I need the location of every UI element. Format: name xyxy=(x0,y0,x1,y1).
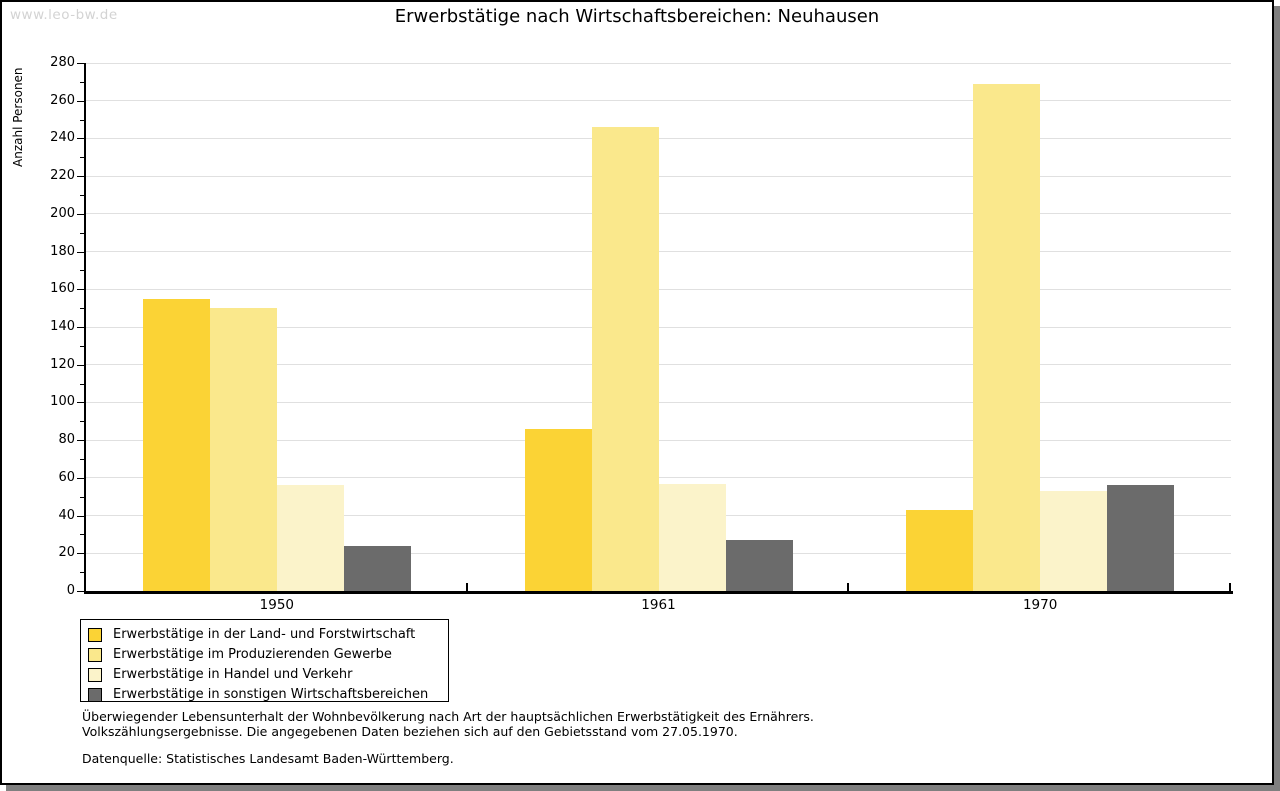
y-major-tick xyxy=(77,553,85,555)
y-major-tick xyxy=(77,251,85,253)
legend-label: Erwerbstätige in Handel und Verkehr xyxy=(113,667,353,682)
legend-label: Erwerbstätige in der Land- und Forstwirt… xyxy=(113,627,416,642)
y-major-tick xyxy=(77,402,85,404)
y-tick-label: 120 xyxy=(50,356,75,372)
y-minor-tick xyxy=(80,459,85,460)
y-minor-tick xyxy=(80,534,85,536)
x-boundary-tick xyxy=(847,583,850,591)
y-gridline xyxy=(86,175,1231,177)
legend-swatch xyxy=(88,647,102,662)
y-tick-label: 180 xyxy=(50,243,75,259)
y-tick-label: 200 xyxy=(50,205,75,221)
y-tick-label: 220 xyxy=(50,168,75,184)
y-minor-tick xyxy=(80,572,85,574)
y-tick-label: 0 xyxy=(66,583,75,598)
bar-1950-s1 xyxy=(142,298,210,591)
y-gridline xyxy=(86,251,1231,253)
y-gridline xyxy=(86,62,1231,64)
y-major-tick xyxy=(77,289,85,291)
y-tick-label: 280 xyxy=(50,55,75,70)
y-gridline xyxy=(86,213,1231,215)
chart-title: Erwerbstätige nach Wirtschaftsbereichen:… xyxy=(394,6,880,27)
y-major-tick xyxy=(77,477,85,479)
y-major-tick xyxy=(77,440,85,442)
y-minor-tick xyxy=(80,119,85,121)
y-minor-tick xyxy=(80,81,85,83)
legend-item: Erwerbstätige in der Land- und Forstwirt… xyxy=(88,625,448,644)
y-tick-label: 20 xyxy=(58,545,75,561)
y-minor-tick xyxy=(80,270,85,272)
y-major-tick xyxy=(77,327,85,328)
y-gridline xyxy=(86,364,1231,366)
x-boundary-tick xyxy=(465,583,468,591)
y-minor-tick xyxy=(80,232,85,234)
y-gridline xyxy=(86,100,1231,102)
bar-1961-s4 xyxy=(725,540,793,591)
x-axis-line xyxy=(84,591,1233,594)
y-gridline xyxy=(86,288,1231,290)
y-gridline xyxy=(86,439,1231,441)
legend-item: Erwerbstätige im Produzierenden Gewerbe xyxy=(88,645,448,664)
y-major-tick xyxy=(77,515,85,517)
y-minor-tick xyxy=(80,157,85,159)
y-tick-label: 100 xyxy=(50,394,75,410)
footnote-line-2: Volkszählungsergebnisse. Die angegebenen… xyxy=(82,723,738,739)
bar-1970-s2 xyxy=(973,83,1041,591)
x-tick-label: 1970 xyxy=(1022,597,1058,613)
y-gridline xyxy=(86,326,1231,328)
y-major-tick xyxy=(77,213,85,215)
y-tick-label: 80 xyxy=(58,432,75,448)
data-source-line: Datenquelle: Statistisches Landesamt Bad… xyxy=(82,751,454,766)
bar-1950-s4 xyxy=(343,545,411,591)
legend-item: Erwerbstätige in Handel und Verkehr xyxy=(88,665,448,684)
bar-1961-s1 xyxy=(524,428,592,591)
y-major-tick xyxy=(77,138,85,140)
bar-1970-s1 xyxy=(906,509,974,591)
y-tick-label: 160 xyxy=(50,281,75,297)
bar-1950-s3 xyxy=(276,485,344,591)
legend-swatch xyxy=(88,667,102,682)
bar-1950-s2 xyxy=(209,308,277,591)
y-major-tick xyxy=(77,364,85,366)
x-tick-label: 1961 xyxy=(641,597,676,613)
y-gridline xyxy=(86,137,1231,139)
y-minor-tick xyxy=(80,496,85,498)
y-gridline xyxy=(86,401,1231,403)
y-minor-tick xyxy=(80,195,85,196)
bar-1970-s4 xyxy=(1107,485,1175,591)
legend-swatch xyxy=(88,627,102,642)
y-major-tick xyxy=(77,176,85,178)
y-tick-label: 240 xyxy=(50,130,75,146)
legend-label: Erwerbstätige im Produzierenden Gewerbe xyxy=(113,647,392,662)
y-tick-label: 40 xyxy=(58,507,75,523)
bar-1970-s3 xyxy=(1040,491,1108,591)
y-tick-label: 140 xyxy=(50,319,75,334)
bar-1961-s2 xyxy=(591,127,659,591)
y-major-tick xyxy=(77,100,85,102)
y-major-tick xyxy=(77,63,85,64)
footnote-block: Überwiegender Lebensunterhalt der Wohnbe… xyxy=(82,709,814,739)
watermark: www.leo-bw.de xyxy=(10,7,118,23)
footnote-line-1: Überwiegender Lebensunterhalt der Wohnbe… xyxy=(82,709,814,724)
y-axis-line xyxy=(84,63,86,594)
plot-area: 0 20 40 60 80 100 120 140 160 180 200 220 240 260 280 1… xyxy=(2,2,1272,622)
bar-1961-s3 xyxy=(658,483,726,591)
y-minor-tick xyxy=(80,308,85,310)
y-tick-label: 60 xyxy=(58,469,75,485)
y-minor-tick xyxy=(80,421,85,423)
y-tick-label: 260 xyxy=(50,92,75,108)
legend-swatch xyxy=(88,687,102,702)
y-minor-tick xyxy=(80,383,85,385)
y-major-tick xyxy=(77,591,85,592)
legend-item: Erwerbstätige in sonstigen Wirtschaftsbe… xyxy=(88,685,448,704)
legend: Erwerbstätige in der Land- und Forstwirt… xyxy=(80,619,449,702)
x-tick-label: 1950 xyxy=(259,597,294,613)
y-gridline xyxy=(86,477,1231,479)
y-minor-tick xyxy=(80,345,85,347)
legend-label: Erwerbstätige in sonstigen Wirtschaftsbe… xyxy=(113,687,429,702)
x-boundary-tick xyxy=(1229,583,1231,591)
